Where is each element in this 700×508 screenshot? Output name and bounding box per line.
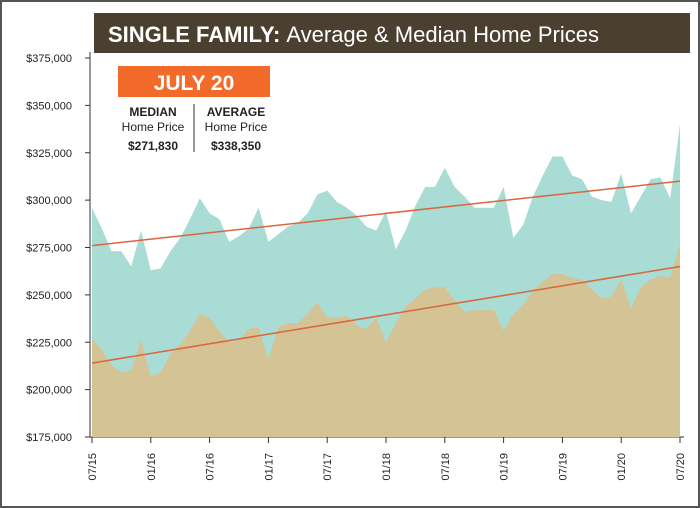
y-tick-label: $250,000 (26, 290, 72, 302)
inset-value: $338,350 (211, 139, 261, 153)
chart-title: SINGLE FAMILY: Average & Median Home Pric… (108, 22, 599, 47)
x-tick-label: 07/18 (440, 453, 452, 481)
inset-heading: AVERAGE (207, 105, 265, 119)
y-tick-label: $275,000 (26, 243, 72, 255)
y-tick-label: $325,000 (26, 148, 72, 160)
area (92, 243, 680, 437)
badge-box (118, 66, 270, 97)
y-tick-label: $375,000 (26, 53, 72, 65)
x-tick-label: 07/19 (557, 453, 569, 481)
inset-heading: MEDIAN (129, 105, 176, 119)
y-tick-label: $350,000 (26, 100, 72, 112)
y-tick-label: $175,000 (26, 432, 72, 444)
x-tick-label: 01/20 (616, 453, 628, 481)
trend-line (91, 265, 681, 364)
title-lead: SINGLE FAMILY: (108, 22, 280, 47)
inset-value: $271,830 (128, 139, 178, 153)
y-tick-label: $300,000 (26, 195, 72, 207)
x-tick-label: 01/16 (146, 453, 158, 481)
x-tick-label: 01/18 (381, 453, 393, 481)
inset: JULY 20 MEDIAN Home Price $271,830 AVERA… (118, 66, 270, 153)
y-tick-label: $200,000 (26, 385, 72, 397)
badge: JULY 20 (154, 72, 235, 95)
x-tick-label: 01/17 (263, 453, 275, 481)
inset-subheading: Home Price (205, 120, 268, 134)
inset-subheading: Home Price (122, 120, 185, 134)
title-text: Average & Median Home Prices (286, 22, 599, 47)
x-tick-label: 01/19 (499, 453, 511, 481)
x-tick-label: 07/15 (87, 453, 99, 481)
y-tick-label: $225,000 (26, 337, 72, 349)
x-tick-label: 07/20 (675, 453, 687, 481)
title-bar (94, 13, 690, 53)
x-tick-label: 07/17 (322, 453, 334, 481)
x-tick-label: 07/16 (205, 453, 217, 481)
trend-line (91, 180, 681, 247)
